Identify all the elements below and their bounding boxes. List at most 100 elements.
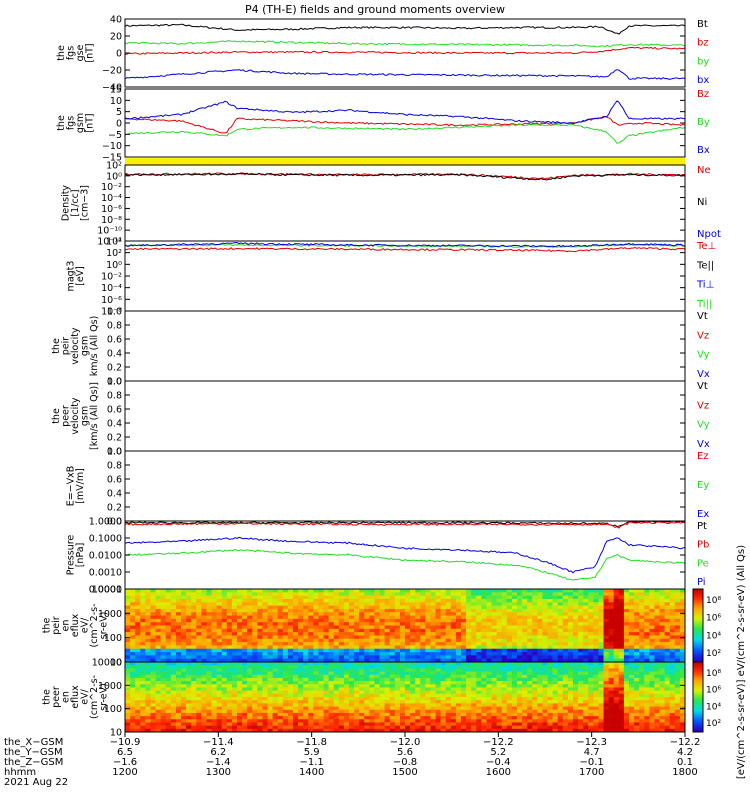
heatmap-cell [445, 684, 452, 688]
heatmap-cell [293, 652, 299, 656]
heatmap-cell [511, 589, 518, 593]
heatmap-cell [140, 625, 146, 630]
heatmap-cell [211, 595, 217, 600]
heatmap-cell [430, 693, 436, 698]
heatmap-cell [511, 725, 518, 730]
y-axis-label-line: fgs [65, 116, 76, 130]
heatmap-cell [201, 592, 207, 596]
heatmap-cell [303, 681, 309, 685]
heatmap-cell [369, 592, 375, 596]
heatmap-cell [618, 681, 625, 685]
heatmap-cell [389, 725, 396, 730]
heatmap-cell [537, 645, 543, 650]
heatmap-cell [384, 725, 391, 730]
heatmap-cell [364, 662, 370, 666]
heatmap-cell [394, 598, 401, 603]
heatmap-cell [237, 592, 243, 596]
heatmap-cell [471, 602, 477, 606]
heatmap-cell [501, 684, 508, 688]
heatmap-cell [557, 687, 564, 691]
heatmap-cell [501, 595, 508, 600]
heatmap-cell [191, 635, 197, 640]
heatmap-cell [481, 693, 487, 698]
heatmap-cell [669, 655, 676, 659]
heatmap-cell [181, 622, 187, 626]
heatmap-cell [333, 674, 340, 679]
heatmap-cell [629, 662, 635, 666]
heatmap-cell [262, 608, 268, 613]
heatmap-cell [231, 625, 238, 630]
heatmap-cell [527, 638, 533, 643]
heatmap-cell [237, 632, 243, 636]
heatmap-cell [196, 716, 202, 720]
heatmap-cell [140, 722, 146, 726]
heatmap-cell [527, 684, 533, 688]
heatmap-cell [303, 719, 309, 723]
heatmap-cell [445, 595, 452, 600]
heatmap-cell [486, 716, 492, 720]
heatmap-cell [226, 608, 233, 613]
heatmap-cell [618, 690, 625, 695]
heatmap-cell [399, 648, 406, 653]
heatmap-cell [491, 658, 497, 663]
heatmap-cell [145, 612, 151, 616]
heatmap-cell [623, 703, 630, 707]
heatmap-cell [384, 642, 391, 646]
heatmap-cell [598, 719, 604, 723]
heatmap-cell [425, 681, 431, 685]
heatmap-cell [247, 652, 253, 656]
heatmap-cell [578, 703, 584, 707]
heatmap-cell [608, 662, 615, 666]
heatmap-cell [501, 662, 508, 666]
heatmap-cell [608, 635, 615, 640]
heatmap-cell [333, 625, 340, 630]
heatmap-cell [450, 605, 457, 610]
heatmap-cell [282, 690, 289, 695]
heatmap-cell [461, 628, 467, 633]
heatmap-cell [567, 725, 574, 730]
heatmap-cell [598, 671, 604, 676]
heatmap-cell [583, 677, 589, 682]
heatmap-cell [282, 608, 289, 613]
heatmap-cell [399, 615, 406, 620]
heatmap-cell [231, 684, 238, 688]
heatmap-cell [277, 648, 284, 653]
heatmap-cell [501, 628, 508, 633]
heatmap-cell [267, 655, 273, 659]
heatmap-cell [471, 684, 477, 688]
heatmap-cell [313, 652, 319, 656]
heatmap-cell [318, 662, 324, 666]
heatmap-cell [140, 635, 146, 640]
heatmap-cell [471, 722, 477, 726]
heatmap-cell [532, 648, 538, 653]
heatmap-cell [364, 725, 370, 730]
heatmap-cell [445, 632, 452, 636]
heatmap-cell [298, 677, 304, 682]
y-tick-label: 1.0 [107, 307, 122, 318]
heatmap-cell [150, 681, 156, 685]
heatmap-cell [562, 725, 569, 730]
heatmap-cell [511, 595, 518, 600]
heatmap-cell [338, 638, 345, 643]
heatmap-cell [481, 635, 487, 640]
heatmap-cell [160, 674, 167, 679]
colorbar-segment [693, 590, 703, 594]
heatmap-cell [267, 638, 273, 643]
heatmap-cell [567, 687, 574, 691]
y-tick-label: 10⁻⁴ [101, 193, 122, 204]
heatmap-cell [491, 645, 497, 650]
heatmap-cell [659, 618, 665, 623]
heatmap-cell [486, 703, 492, 707]
heatmap-cell [618, 665, 625, 669]
heatmap-cell [343, 690, 350, 695]
heatmap-cell [435, 690, 441, 695]
heatmap-cell [466, 658, 472, 663]
heatmap-cell [618, 706, 625, 711]
heatmap-cell [486, 662, 492, 666]
heatmap-cell [237, 589, 243, 593]
heatmap-cell [231, 665, 238, 669]
heatmap-cell [557, 632, 564, 636]
heatmap-cell [206, 671, 212, 676]
heatmap-cell [125, 598, 131, 603]
heatmap-cell [542, 703, 548, 707]
